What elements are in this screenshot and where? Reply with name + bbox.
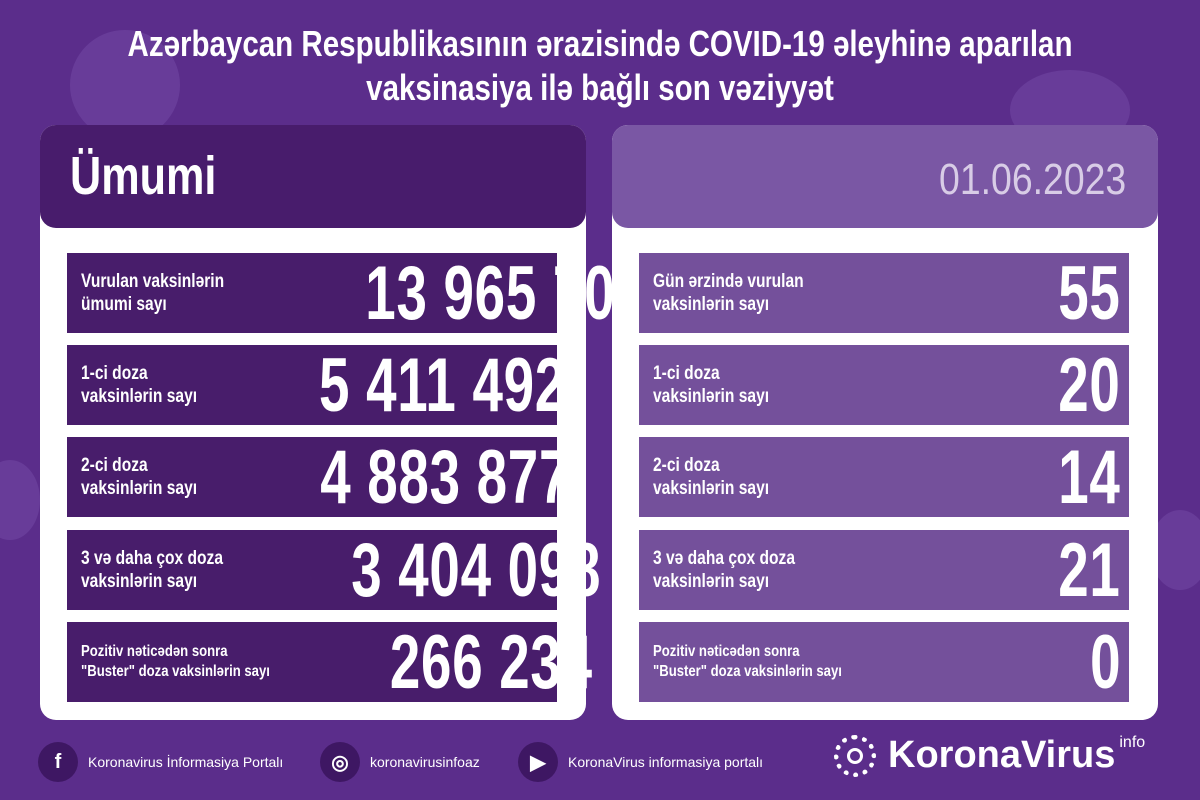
daily-card: 01.06.2023 Gün ərzində vurulan vaksinləri… bbox=[612, 125, 1158, 720]
stat-value: 13 965 701 bbox=[364, 250, 646, 336]
brand-sup: info bbox=[1119, 734, 1146, 751]
stat-row: 2-ci doza vaksinlərin sayı 14 bbox=[639, 435, 1129, 520]
stat-row: 1-ci doza vaksinlərin sayı 20 bbox=[639, 343, 1129, 428]
stat-row: 1-ci doza vaksinlərin sayı 5 411 492 bbox=[67, 343, 565, 428]
facebook-icon: f bbox=[38, 742, 78, 782]
youtube-icon: ▶ bbox=[518, 742, 558, 782]
stat-label: 2-ci doza vaksinlərin sayı bbox=[81, 455, 198, 499]
stat-label: Pozitiv nəticədən sonra "Buster" doza vak… bbox=[81, 643, 270, 680]
stat-row: Pozitiv nəticədən sonra "Buster" doza vak… bbox=[639, 620, 1129, 705]
stat-value: 3 404 098 bbox=[351, 527, 602, 613]
stat-label: 2-ci doza vaksinlərin sayı bbox=[653, 455, 770, 499]
stat-value: 4 883 877 bbox=[319, 434, 570, 520]
instagram-icon: ◎ bbox=[320, 742, 360, 782]
instagram-link[interactable]: ◎ koronavirusinfoaz bbox=[320, 740, 480, 784]
stat-value: 0 bbox=[1089, 619, 1121, 705]
virus-decoration bbox=[0, 460, 40, 540]
youtube-label: KoronaVirus informasiya portalı bbox=[568, 754, 764, 770]
stat-value: 14 bbox=[1058, 434, 1121, 520]
stat-label: 3 və daha çox doza vaksinlərin sayı bbox=[653, 548, 796, 592]
youtube-link[interactable]: ▶ KoronaVirus informasiya portalı bbox=[518, 740, 763, 784]
daily-header: 01.06.2023 bbox=[612, 125, 1158, 228]
facebook-link[interactable]: f Koronavirus İnformasiya Portalı bbox=[38, 740, 283, 784]
page-title: Azərbaycan Respublikasının ərazisində CO… bbox=[108, 22, 1092, 110]
virus-sun-icon bbox=[834, 734, 876, 777]
stat-row: Gün ərzində vurulan vaksinlərin sayı 55 bbox=[639, 251, 1129, 336]
stat-row: 3 və daha çox doza vaksinlərin sayı 21 bbox=[639, 528, 1129, 613]
stat-label: Pozitiv nəticədən sonra "Buster" doza vak… bbox=[653, 643, 842, 680]
title-line-2: vaksinasiya ilə bağlı son vəziyyət bbox=[366, 67, 834, 108]
virus-decoration bbox=[70, 30, 180, 140]
total-card: Ümumi Vurulan vaksinlərin ümumi sayı 13 96… bbox=[40, 125, 645, 720]
instagram-label: koronavirusinfoaz bbox=[370, 754, 480, 770]
brand-name: KoronaVirus bbox=[888, 734, 1116, 776]
stat-label: Vurulan vaksinlərin ümumi sayı bbox=[81, 271, 225, 315]
stat-label: Gün ərzində vurulan vaksinlərin sayı bbox=[653, 271, 804, 315]
stat-row: 2-ci doza vaksinlərin sayı 4 883 877 bbox=[67, 435, 569, 520]
total-header-title: Ümumi bbox=[70, 146, 217, 206]
koronavirus-logo: KoronaVirus info bbox=[834, 734, 1145, 777]
date-label: 01.06.2023 bbox=[938, 155, 1126, 204]
virus-decoration bbox=[1150, 510, 1200, 590]
stat-label: 1-ci doza vaksinlərin sayı bbox=[653, 363, 770, 407]
stat-value: 5 411 492 bbox=[318, 342, 566, 428]
facebook-label: Koronavirus İnformasiya Portalı bbox=[88, 754, 284, 770]
title-line-1: Azərbaycan Respublikasının ərazisində CO… bbox=[127, 23, 1073, 64]
stat-row: Pozitiv nəticədən sonra "Buster" doza vak… bbox=[67, 620, 592, 705]
stat-row: Vurulan vaksinlərin ümumi sayı 13 965 701 bbox=[67, 251, 645, 336]
stat-value: 21 bbox=[1058, 527, 1121, 613]
total-header: Ümumi bbox=[40, 125, 586, 228]
stat-value: 20 bbox=[1058, 342, 1121, 428]
stat-row: 3 və daha çox doza vaksinlərin sayı 3 404 … bbox=[67, 528, 601, 613]
stat-value: 266 234 bbox=[390, 619, 594, 705]
stat-value: 55 bbox=[1058, 250, 1121, 336]
stat-label: 1-ci doza vaksinlərin sayı bbox=[81, 363, 198, 407]
stat-label: 3 və daha çox doza vaksinlərin sayı bbox=[81, 548, 224, 592]
